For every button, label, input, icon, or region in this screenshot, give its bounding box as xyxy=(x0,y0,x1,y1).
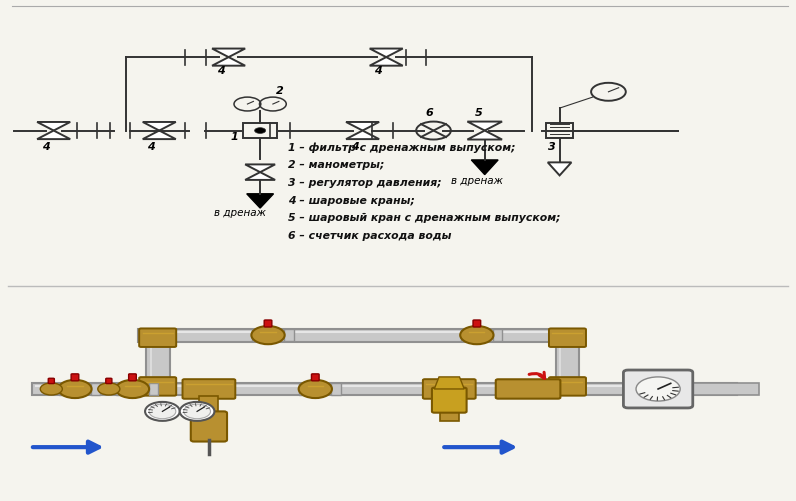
FancyBboxPatch shape xyxy=(139,329,176,347)
Circle shape xyxy=(58,380,92,398)
Polygon shape xyxy=(37,131,70,139)
Bar xyxy=(252,329,261,341)
Text: в дренаж: в дренаж xyxy=(214,208,267,218)
Polygon shape xyxy=(245,164,275,172)
Text: 3 – регулятор давления;: 3 – регулятор давления; xyxy=(287,178,441,188)
Bar xyxy=(653,396,664,405)
Circle shape xyxy=(145,402,180,421)
Bar xyxy=(556,335,579,389)
Text: 1: 1 xyxy=(230,132,238,141)
Text: 2 – манометры;: 2 – манометры; xyxy=(287,160,384,170)
FancyBboxPatch shape xyxy=(473,320,481,327)
Polygon shape xyxy=(247,194,274,208)
Circle shape xyxy=(98,383,120,395)
FancyBboxPatch shape xyxy=(423,379,476,399)
Circle shape xyxy=(180,402,214,421)
Text: 4: 4 xyxy=(374,66,382,76)
Bar xyxy=(284,329,294,341)
Polygon shape xyxy=(435,377,464,389)
Text: 5 – шаровый кран с дренажным выпуском;: 5 – шаровый кран с дренажным выпуском; xyxy=(287,213,560,223)
Bar xyxy=(149,383,158,395)
FancyBboxPatch shape xyxy=(496,379,560,399)
Polygon shape xyxy=(245,172,275,180)
Circle shape xyxy=(255,128,266,133)
Text: 2: 2 xyxy=(276,86,283,96)
Text: 1 – фильтр с дренажным выпуском;: 1 – фильтр с дренажным выпуском; xyxy=(287,142,515,153)
Text: 5: 5 xyxy=(474,108,482,118)
Polygon shape xyxy=(467,131,502,139)
FancyBboxPatch shape xyxy=(549,329,586,347)
Circle shape xyxy=(149,404,176,419)
Polygon shape xyxy=(346,131,379,139)
Text: в дренаж: в дренаж xyxy=(451,176,503,186)
Circle shape xyxy=(298,380,332,398)
Circle shape xyxy=(41,383,62,395)
Bar xyxy=(138,329,568,342)
FancyBboxPatch shape xyxy=(49,378,54,384)
Bar xyxy=(440,396,458,421)
Bar xyxy=(493,329,502,341)
Circle shape xyxy=(252,326,285,344)
FancyBboxPatch shape xyxy=(106,378,112,384)
Polygon shape xyxy=(548,162,572,175)
Text: 3: 3 xyxy=(548,142,556,152)
Polygon shape xyxy=(369,49,403,57)
Text: 4: 4 xyxy=(147,142,155,152)
Polygon shape xyxy=(142,131,176,139)
FancyBboxPatch shape xyxy=(264,320,272,327)
Circle shape xyxy=(184,404,210,419)
Text: 4 – шаровые краны;: 4 – шаровые краны; xyxy=(287,195,415,205)
Polygon shape xyxy=(369,57,403,66)
Bar xyxy=(32,383,737,395)
Bar xyxy=(299,383,309,395)
FancyBboxPatch shape xyxy=(139,377,176,396)
Polygon shape xyxy=(212,57,245,66)
FancyBboxPatch shape xyxy=(182,379,236,399)
Bar xyxy=(243,123,278,138)
Circle shape xyxy=(116,380,149,398)
Polygon shape xyxy=(212,49,245,57)
Text: 4: 4 xyxy=(217,66,224,76)
Bar xyxy=(461,329,470,341)
FancyBboxPatch shape xyxy=(549,377,586,396)
Bar xyxy=(688,383,759,395)
Bar xyxy=(331,383,341,395)
Polygon shape xyxy=(471,160,498,175)
Bar xyxy=(146,335,170,389)
FancyBboxPatch shape xyxy=(311,374,319,381)
Text: 6 – счетчик расхода воды: 6 – счетчик расхода воды xyxy=(287,230,451,240)
Polygon shape xyxy=(37,122,70,131)
FancyBboxPatch shape xyxy=(191,411,227,441)
FancyBboxPatch shape xyxy=(71,374,79,381)
Bar xyxy=(546,123,573,138)
Bar xyxy=(59,383,68,395)
Polygon shape xyxy=(142,122,176,131)
Text: 6: 6 xyxy=(426,108,433,118)
Circle shape xyxy=(460,326,494,344)
FancyBboxPatch shape xyxy=(623,370,693,408)
FancyBboxPatch shape xyxy=(432,388,466,413)
Text: 4: 4 xyxy=(351,142,358,152)
Bar xyxy=(200,396,218,421)
Text: 4: 4 xyxy=(42,142,49,152)
Polygon shape xyxy=(346,122,379,131)
Bar xyxy=(91,383,100,395)
Bar xyxy=(116,383,126,395)
FancyBboxPatch shape xyxy=(129,374,136,381)
Polygon shape xyxy=(467,122,502,131)
Circle shape xyxy=(636,377,680,401)
